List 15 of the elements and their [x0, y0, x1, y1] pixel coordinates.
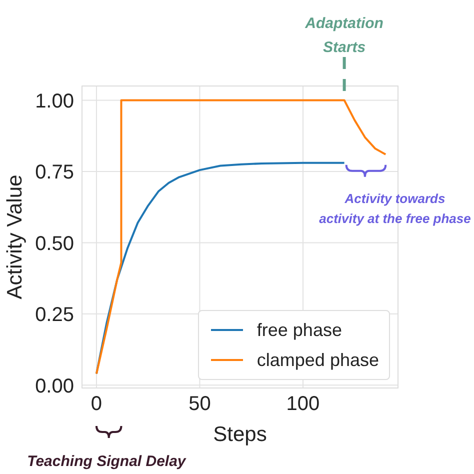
y-tick-label: 0.50	[35, 232, 74, 255]
x-tick-label: 0	[90, 393, 102, 416]
x-tick-label: 100	[286, 393, 320, 416]
annotation: Adaptation Starts	[304, 15, 384, 56]
x-axis-title: Steps	[213, 422, 267, 446]
y-tick-label: 0.75	[35, 162, 74, 184]
text: Teaching Signal Delay	[27, 453, 186, 470]
y-tick-label: 0.25	[35, 304, 74, 326]
y-tick-label: 0.00	[35, 375, 74, 398]
y-axis-title: Activity Value	[3, 174, 26, 300]
legend-label: clamped phase	[256, 349, 379, 372]
annotation: Activity towards activity at the free phase	[319, 190, 471, 226]
x-tick-label: 50	[188, 393, 211, 416]
y-tick-label: 1.00	[35, 90, 74, 112]
legend-label: free phase	[256, 319, 342, 342]
